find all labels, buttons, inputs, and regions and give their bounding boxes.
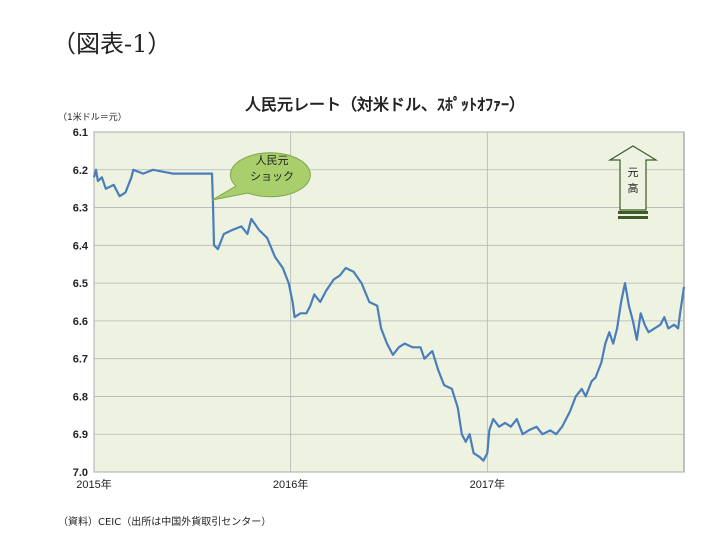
annotation: 人民元 [256,154,289,167]
y-tick-label: 6.4 [73,240,89,252]
y-tick-label: 6.8 [73,391,88,403]
arrow [607,145,659,211]
x-tick-label: 2016年 [273,477,308,491]
annotation: ショック [250,170,294,183]
y-tick-label: 6.5 [73,278,88,290]
y-tick-label: 6.6 [73,316,88,328]
y-tick-label: 6.1 [73,127,88,139]
callout [211,152,311,201]
heading: （図表-1） [52,30,171,58]
y-tick-label: 7.0 [73,467,88,479]
y-axis-label: （1米ドル＝元） [58,111,127,123]
y-tick-label: 6.3 [73,203,88,215]
chart-title: 人民元レート（対米ドル、ｽﾎﾟｯﾄｵﾌｧｰ） [245,95,525,114]
y-tick-label: 6.7 [73,354,88,366]
y-tick-label: 6.2 [73,165,88,177]
x-tick-label: 2017年 [470,477,505,491]
series-line [92,168,686,462]
y-tick-label: 6.9 [73,429,88,441]
arrow-base [618,216,648,219]
arrow-base [618,211,648,214]
x-tick-label: 2015年 [76,477,111,491]
annotation: 元 [628,166,639,179]
source: （資料）CEIC（出所は中国外貨取引センター） [58,515,271,528]
annotation: 高 [628,181,639,195]
plot-area [93,131,685,473]
